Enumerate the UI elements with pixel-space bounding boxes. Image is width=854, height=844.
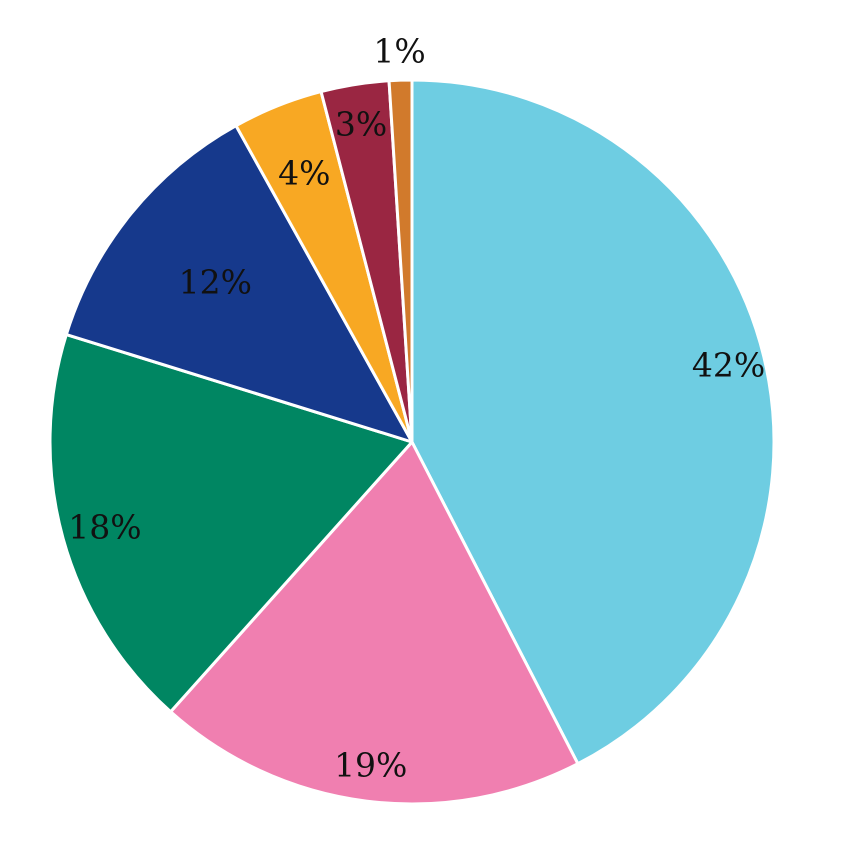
slice-label-3: 3% xyxy=(335,104,387,143)
pie-slice-1 xyxy=(387,78,414,444)
slice-label-19: 19% xyxy=(334,746,407,785)
slice-label-42: 42% xyxy=(692,346,765,385)
pie-slice-42 xyxy=(410,78,776,766)
pie-labels: 42% 19% 18% 12% 4%3% 1% xyxy=(68,32,765,785)
slice-label-1: 1% xyxy=(373,32,425,71)
slice-label-4: 4% xyxy=(278,154,330,193)
pie-slice-12 xyxy=(64,124,414,444)
pie-slice-18 xyxy=(48,333,414,714)
pie-slice-19 xyxy=(169,440,580,806)
pie-slices xyxy=(48,78,776,806)
slice-label-12: 12% xyxy=(179,263,252,302)
slice-label-18: 18% xyxy=(68,507,141,546)
